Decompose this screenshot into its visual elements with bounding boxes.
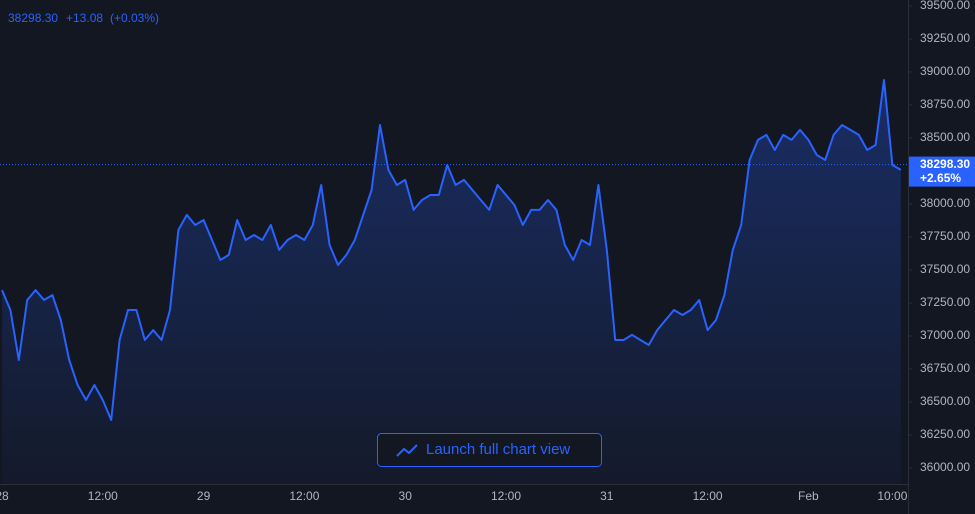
last-price-tag [909,156,975,187]
last-change-label: +2.65% [920,171,961,185]
price-line [1,79,902,421]
y-tick-label: 36500.00 [920,394,970,408]
y-tick-label: 37000.00 [920,328,970,342]
button-label[interactable]: Launch full chart view [426,441,570,458]
button-icon[interactable] [396,444,418,457]
y-tick-label: 36000.00 [920,460,970,474]
y-tick-label: 39250.00 [920,31,970,45]
x-tick-label: 10:00 [877,489,907,503]
y-tick-label: 37500.00 [920,262,970,276]
y-tick-label: 36750.00 [920,361,970,375]
x-tick-label: 28 [0,489,9,503]
header-price: 38298.30 [8,11,58,25]
x-tick-label: 12:00 [88,489,118,503]
header-change: +13.08 [66,11,103,25]
y-tick-label: 37250.00 [920,295,970,309]
x-tick-label: 30 [399,489,413,503]
y-tick-label: 38750.00 [920,97,970,111]
button-frame[interactable] [377,433,602,467]
launch-button[interactable]: Launch full chart view [377,433,602,467]
area [2,80,901,484]
y-tick-label: 37750.00 [920,229,970,243]
plot-area [0,79,908,484]
last-price-label: 38298.30 [920,157,970,171]
x-tick-label: Feb [798,489,819,503]
header-change-pct: (+0.03%) [110,11,159,25]
x-tick-label: 12:00 [491,489,521,503]
x-tick-label: 12:00 [693,489,723,503]
y-tick-label: 36250.00 [920,427,970,441]
y-tick-label: 39500.00 [920,0,970,12]
y-tick-label: 38500.00 [920,130,970,144]
y-tick-label: 39000.00 [920,64,970,78]
axes: 36000.00 36250.00 36500.00 36750.00 37000.00… [0,0,975,503]
x-tick-label: 12:00 [289,489,319,503]
x-tick-label: 29 [197,489,211,503]
y-tick-label: 38000.00 [920,196,970,210]
x-tick-label: 31 [600,489,614,503]
